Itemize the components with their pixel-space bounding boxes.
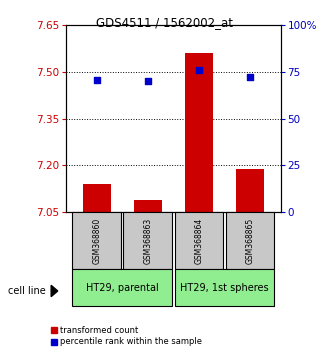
Bar xyxy=(185,53,213,212)
Text: GDS4511 / 1562002_at: GDS4511 / 1562002_at xyxy=(96,16,234,29)
Text: HT29, 1st spheres: HT29, 1st spheres xyxy=(180,282,269,293)
Bar xyxy=(123,212,172,269)
Text: GSM368860: GSM368860 xyxy=(92,218,101,264)
Bar xyxy=(175,269,274,306)
Text: GSM368864: GSM368864 xyxy=(194,218,203,264)
Bar xyxy=(82,184,111,212)
Text: GSM368863: GSM368863 xyxy=(143,218,152,264)
Point xyxy=(247,74,252,80)
Polygon shape xyxy=(51,285,58,297)
Bar xyxy=(72,269,172,306)
Text: GSM368865: GSM368865 xyxy=(246,218,254,264)
Bar xyxy=(226,212,274,269)
Text: HT29, parental: HT29, parental xyxy=(86,282,158,293)
Bar xyxy=(134,200,162,212)
Bar xyxy=(175,212,223,269)
Bar xyxy=(72,212,121,269)
Text: cell line: cell line xyxy=(8,286,46,296)
Legend: transformed count, percentile rank within the sample: transformed count, percentile rank withi… xyxy=(47,322,206,350)
Bar xyxy=(236,169,264,212)
Point xyxy=(94,77,99,83)
Point xyxy=(145,78,150,84)
Point xyxy=(196,67,201,73)
